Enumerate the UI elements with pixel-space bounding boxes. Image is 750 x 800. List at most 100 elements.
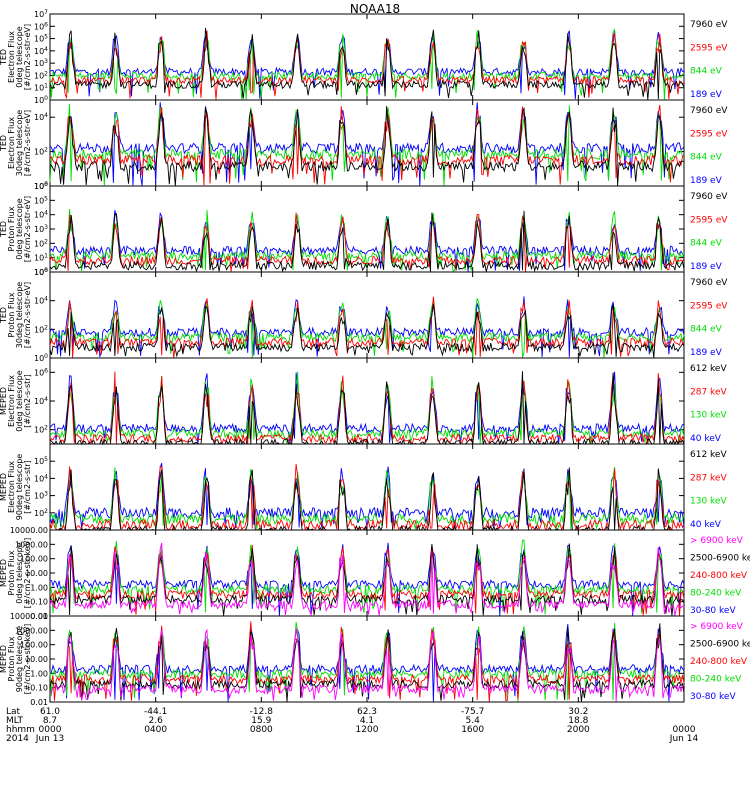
y-tick-label: 103: [34, 58, 48, 68]
footer-row-label: hhmm: [6, 725, 35, 735]
series-trace-blue: [49, 371, 685, 444]
ylabel-line: TED: [0, 307, 8, 324]
legend-entry: 240-800 keV: [690, 571, 748, 581]
y-tick-label: 101: [34, 253, 48, 263]
legend-entry: 7960 eV: [690, 192, 728, 202]
legend-entry: > 6900 keV: [690, 622, 744, 632]
footer-value: 1200: [356, 725, 379, 735]
footer-row-label: Lat: [6, 707, 21, 717]
legend-entry: 40 keV: [690, 520, 722, 530]
ylabel-line: Electron Flux: [7, 117, 16, 169]
ylabel-line: 90deg telescope: [15, 454, 24, 521]
legend-entry: 612 keV: [690, 450, 727, 460]
footer-value: 0000: [39, 725, 62, 735]
series-trace-blue: [49, 30, 685, 100]
footer-row-label: MLT: [6, 716, 24, 726]
legend-entry: 30-80 keV: [690, 692, 736, 702]
y-tick-label: 102: [34, 324, 48, 334]
legend-entry: 130 keV: [690, 497, 727, 507]
y-tick-label: 106: [34, 267, 48, 277]
legend-entry: 844 eV: [690, 239, 723, 249]
legend-entry: 40 keV: [690, 434, 722, 444]
y-tick-label: 105: [34, 456, 48, 466]
series-trace-black: [49, 27, 685, 100]
y-tick-label: 102: [34, 425, 48, 435]
footer-value: 62.3: [357, 707, 377, 717]
series-trace-magenta: [49, 627, 685, 702]
series-trace-black: [49, 106, 685, 186]
legend-entry: 844 eV: [690, 67, 723, 77]
ylabel-line: MEPED: [0, 645, 8, 673]
legend-entry: > 6900 keV: [690, 536, 744, 546]
ylabel-line: TED: [0, 49, 8, 66]
ylabel-line: [#/cm2-s-str-keV]: [23, 624, 32, 695]
footer-value: 1600: [461, 725, 484, 735]
series-trace-red: [49, 30, 685, 100]
legend-entry: 612 keV: [690, 364, 727, 374]
series-trace-green: [49, 298, 685, 359]
legend-entry: 844 eV: [690, 153, 723, 163]
footer-value: -12.8: [250, 707, 274, 717]
footer-value: 0000: [673, 725, 696, 735]
legend-entry: 240-800 keV: [690, 657, 748, 667]
legend-entry: 2595 eV: [690, 129, 728, 139]
footer-value: 2.6: [149, 716, 164, 726]
y-tick-label: 103: [34, 224, 48, 234]
ylabel-line: 0deg telescope: [15, 542, 24, 603]
y-tick-label: 10000.00: [10, 612, 48, 621]
y-tick-label: 102: [34, 238, 48, 248]
y-tick-label: 105: [34, 34, 48, 44]
y-tick-label: 105: [34, 195, 48, 205]
footer-value: -75.7: [461, 707, 484, 717]
y-tick-label: 104: [34, 296, 48, 306]
y-tick-label: 0.10: [30, 684, 48, 693]
footer-value: Jun 13: [35, 734, 64, 744]
series-trace-black: [49, 303, 685, 358]
y-tick-label: 104: [34, 210, 48, 220]
y-tick-label: 10.00: [25, 569, 48, 578]
series-trace-magenta: [49, 542, 685, 617]
series-trace-green: [49, 371, 685, 445]
series-trace-red: [49, 296, 685, 358]
y-tick-label: 104: [34, 46, 48, 56]
y-tick-label: 100: [34, 95, 48, 105]
legend-entry: 287 keV: [690, 387, 727, 397]
footer-value: Jun 14: [669, 734, 699, 744]
legend-entry: 80-240 keV: [690, 589, 742, 599]
ylabel-line: [#/cm2-s-str-eV]: [23, 282, 32, 348]
ylabel-line: Proton Flux: [7, 206, 16, 251]
legend-entry: 2595 eV: [690, 301, 728, 311]
panel-frame-2: [49, 99, 685, 187]
y-tick-label: 106: [34, 181, 48, 191]
footer-value: 2000: [567, 725, 590, 735]
ylabel-line: Proton Flux: [7, 636, 16, 681]
series-trace-black: [49, 623, 685, 702]
ylabel-line: MEPED: [0, 387, 8, 415]
panel-ylabel-3: TED Proton Flux 0deg telescope [#/cm2-s-str…: [0, 196, 32, 262]
series-trace-blue: [49, 624, 685, 702]
panel-ylabel-4: TED Proton Flux 30deg telescope [#/cm2-s-st…: [0, 282, 32, 349]
ylabel-line: 30deg telescope: [15, 110, 24, 177]
ylabel-line: [#/cm2-s-str-keV]: [23, 538, 32, 609]
series-trace-green: [49, 467, 685, 530]
panel-ylabel-7: MEPED Proton Flux 0deg telescope [#/cm2-s-s…: [0, 538, 32, 609]
y-tick-label: 10.00: [25, 655, 48, 664]
ylabel-line: [#/cm2-s-str-eV]: [23, 196, 32, 262]
legend-entry: 7960 eV: [690, 20, 728, 30]
footer-value: -44.1: [144, 707, 167, 717]
ylabel-line: TED: [0, 221, 8, 238]
series-trace-red: [49, 464, 685, 532]
y-tick-label: 106: [34, 367, 48, 377]
y-tick-label: 102: [34, 70, 48, 80]
y-tick-label: 0.10: [30, 598, 48, 607]
footer-value: 15.9: [251, 716, 271, 726]
ylabel-line: TED: [0, 135, 8, 152]
y-tick-label: 1.00: [30, 583, 48, 592]
y-tick-label: 104: [34, 112, 48, 122]
footer-value: 30.2: [568, 707, 588, 717]
ylabel-line: Proton Flux: [7, 550, 16, 595]
y-tick-label: 104: [34, 396, 48, 406]
y-tick-label: 103: [34, 491, 48, 501]
y-tick-label: 102: [34, 147, 48, 157]
